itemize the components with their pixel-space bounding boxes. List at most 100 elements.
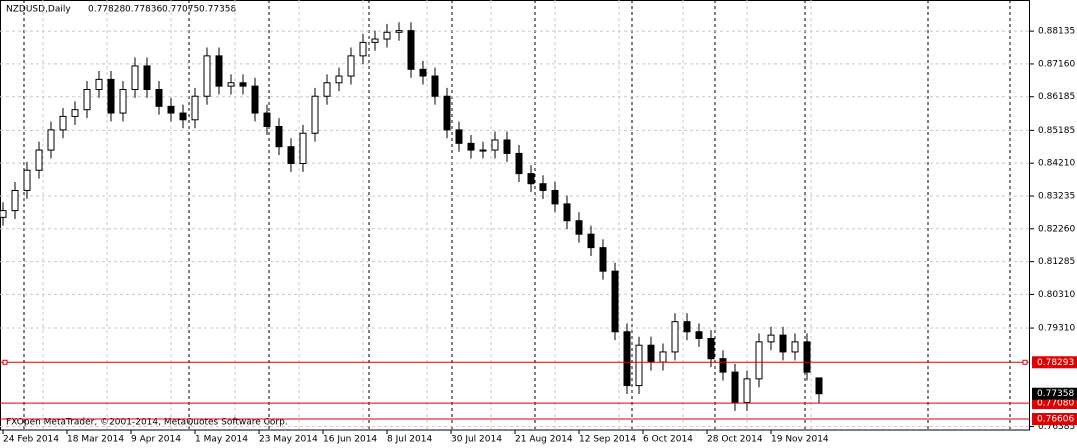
candle-body xyxy=(479,149,487,152)
candle-body xyxy=(491,139,499,151)
candle-body xyxy=(467,142,475,151)
x-tick-label: 30 Jul 2014 xyxy=(451,435,502,445)
level-label-box xyxy=(1032,413,1077,426)
x-tick-label: 12 Sep 2014 xyxy=(579,435,636,445)
y-tick-label: 0.88135 xyxy=(1038,27,1075,37)
candle-body xyxy=(227,82,235,87)
candle-body xyxy=(287,146,295,165)
y-tick-label: 0.83235 xyxy=(1038,191,1075,201)
y-tick-label: 0.80310 xyxy=(1038,290,1075,300)
x-tick-label: 18 Mar 2014 xyxy=(67,435,124,445)
level-handle xyxy=(1022,359,1028,365)
candle-body xyxy=(563,203,571,222)
price-label: 0.77358 xyxy=(1037,389,1074,399)
candle-body xyxy=(443,95,451,131)
candle-body xyxy=(719,358,727,373)
level-handle xyxy=(2,359,8,365)
candle-body xyxy=(143,65,151,90)
candle-body xyxy=(0,210,7,218)
y-tick-label: 0.86185 xyxy=(1038,92,1075,102)
y-tick-label: 0.87160 xyxy=(1038,59,1075,69)
candle-body xyxy=(95,78,103,90)
candle-body xyxy=(167,105,175,114)
candle-body xyxy=(419,68,427,77)
candle-body xyxy=(551,189,559,205)
candle-body xyxy=(215,55,223,87)
candle-body xyxy=(83,88,91,111)
candle-body xyxy=(671,321,679,353)
symbol: NZDUSD,Daily xyxy=(6,5,71,15)
y-tick-label: 0.79310 xyxy=(1038,324,1075,334)
candle-body xyxy=(251,85,259,114)
candle-body xyxy=(35,149,43,171)
candle-body xyxy=(407,30,415,70)
candle-body xyxy=(611,270,619,333)
candle-body xyxy=(11,189,19,212)
candle-body xyxy=(647,344,655,363)
candle-body xyxy=(179,112,187,121)
candle-body xyxy=(755,341,763,380)
x-tick-label: 9 Apr 2014 xyxy=(131,435,181,445)
candle-body xyxy=(335,75,343,84)
y-tick-label: 0.76385 xyxy=(1038,422,1075,432)
y-tick-label: 0.82260 xyxy=(1038,224,1075,234)
level-label: 0.76606 xyxy=(1037,415,1074,425)
candle-body xyxy=(599,247,607,272)
y-tick-label: 0.81285 xyxy=(1038,257,1075,267)
candle-body xyxy=(791,341,799,353)
candle-body xyxy=(239,82,247,87)
candle-body xyxy=(275,126,283,148)
x-tick-label: 8 Jul 2014 xyxy=(387,435,432,445)
candle-body xyxy=(359,41,367,57)
candle-body xyxy=(323,82,331,97)
candle-body xyxy=(47,129,55,151)
candle-body xyxy=(383,31,391,40)
candle-body xyxy=(131,65,139,90)
candle-body xyxy=(707,337,715,360)
x-tick-label: 6 Oct 2014 xyxy=(643,435,693,445)
level-label: 0.77080 xyxy=(1037,399,1074,409)
candle-body xyxy=(455,129,463,144)
candle-body xyxy=(527,173,535,185)
candle-body xyxy=(203,55,211,97)
candle-body xyxy=(431,75,439,97)
candle-body xyxy=(539,183,547,191)
header-high: 0.77836 xyxy=(125,5,162,15)
candle-body xyxy=(575,220,583,235)
candle-body xyxy=(395,30,403,33)
candle-body xyxy=(587,233,595,249)
candle-body xyxy=(311,95,319,134)
candle-body xyxy=(23,169,31,191)
candle-body xyxy=(683,321,691,333)
x-tick-label: 23 May 2014 xyxy=(259,435,318,445)
level-label: 0.78293 xyxy=(1037,358,1074,368)
candle-body xyxy=(815,377,823,395)
candle-body xyxy=(659,351,667,363)
candle-body xyxy=(59,115,67,131)
header-open: 0.77828 xyxy=(88,5,125,15)
candle-body xyxy=(779,334,787,353)
price-label-box xyxy=(1032,387,1077,400)
copyright: FXOpen MetaTrader, ©2001-2014, MetaQuote… xyxy=(6,418,288,428)
candle-body xyxy=(299,132,307,165)
candle-body xyxy=(263,112,271,128)
x-tick-label: 24 Feb 2014 xyxy=(3,435,59,445)
candle-body xyxy=(743,378,751,403)
candle-body xyxy=(155,88,163,107)
candle-body xyxy=(731,371,739,403)
x-tick-label: 16 Jun 2014 xyxy=(323,435,377,445)
level-label-box xyxy=(1032,356,1077,369)
y-tick-label: 0.84210 xyxy=(1038,159,1075,169)
x-tick-label: 28 Oct 2014 xyxy=(707,435,763,445)
candle-body xyxy=(503,139,511,154)
candle-body xyxy=(515,152,523,175)
candle-body xyxy=(635,344,643,387)
x-tick-label: 19 Nov 2014 xyxy=(771,435,829,445)
x-tick-label: 1 May 2014 xyxy=(195,435,248,445)
header-low: 0.77075 xyxy=(162,5,199,15)
candle-body xyxy=(371,38,379,43)
candle-body xyxy=(191,95,199,121)
